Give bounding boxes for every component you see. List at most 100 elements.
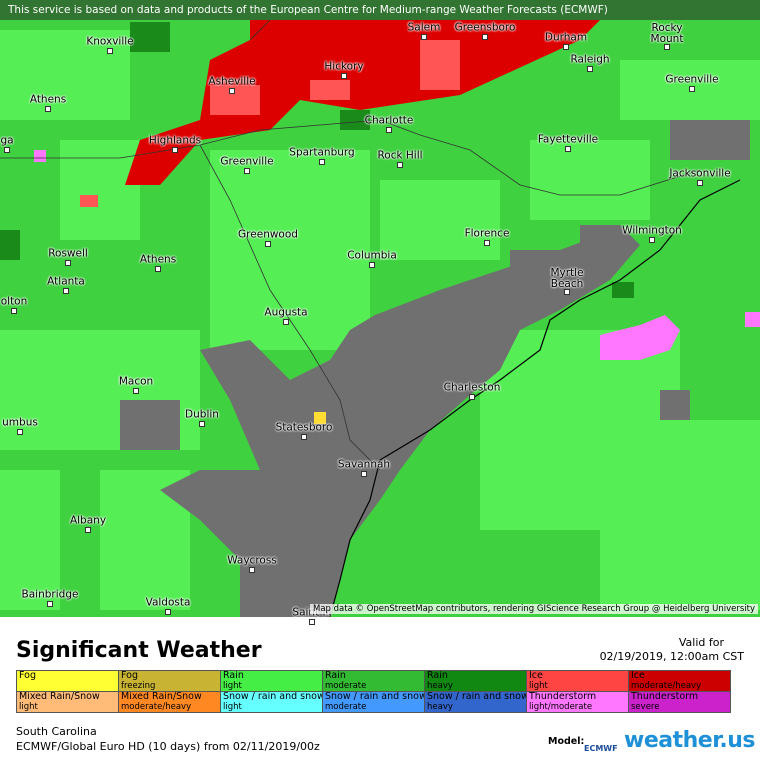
region: South Carolina: [16, 725, 97, 738]
city-dot: [265, 241, 271, 247]
city-label: Asheville: [208, 75, 256, 88]
city-label: Roswell: [48, 247, 88, 260]
legend-name: Mixed Rain/Snow: [19, 692, 100, 702]
legend-name: Rain: [325, 671, 346, 681]
no-precip-patches: [120, 120, 750, 450]
city-label: Spartanburg: [289, 146, 355, 159]
city-label: Knoxville: [86, 35, 134, 48]
valid-time: 02/19/2019, 12:00am CST: [599, 650, 744, 663]
city-label: Fayetteville: [537, 133, 599, 146]
legend-name: Ice: [631, 671, 645, 681]
legend-item: Snow / rain and snow moderate: [323, 692, 425, 713]
city-label: Salem: [407, 21, 441, 34]
legend-intensity: severe: [631, 702, 660, 712]
city-label: Columbia: [347, 249, 397, 262]
thunderstorm-patches: [34, 150, 760, 360]
city-dot: [649, 237, 655, 243]
city-label: Myrtle Beach: [550, 267, 584, 290]
city-label: Athens: [29, 93, 67, 106]
city-label: Greenville: [220, 155, 274, 168]
city-dot: [85, 527, 91, 533]
legend-name: Fog: [121, 671, 138, 681]
city-label: Charlotte: [364, 114, 414, 127]
city-label: Florence: [464, 227, 510, 240]
city-dot: [65, 260, 71, 266]
legend-item: Thunderstorm light/moderate: [527, 692, 629, 713]
legend-intensity: moderate: [325, 681, 367, 691]
city-dot: [587, 66, 593, 72]
city-label: Rock Hill: [377, 149, 423, 162]
rain-light-patches: [0, 30, 760, 610]
legend-name: Mixed Rain/Snow: [121, 692, 202, 702]
city-label: Macon: [118, 375, 154, 388]
city-dot: [697, 180, 703, 186]
legend-name: Snow / rain and snow: [325, 692, 425, 702]
city-label: Rocky Mount: [650, 22, 684, 45]
city-label: ga: [0, 134, 14, 147]
legend-item: Mixed Rain/Snow moderate/heavy: [119, 692, 221, 713]
city-label: umbus: [2, 416, 38, 429]
legend-item: Fog freezing: [119, 671, 221, 692]
legend-item: Snow / rain and snow heavy: [425, 692, 527, 713]
city-label: olton: [0, 295, 28, 308]
city-dot: [45, 106, 51, 112]
ice-area: [125, 20, 600, 185]
legend-item: Rain heavy: [425, 671, 527, 692]
legend-item: Mixed Rain/Snow light: [17, 692, 119, 713]
city-dot: [341, 73, 347, 79]
city-label: Greenville: [665, 73, 719, 86]
ice-light-patches: [80, 40, 460, 207]
legend-intensity: light: [19, 702, 38, 712]
legend-name: Snow / rain and snow: [427, 692, 527, 702]
notice-banner: This service is based on data and produc…: [0, 0, 760, 20]
city-label: Charleston: [443, 381, 501, 394]
weather-map: [0, 0, 760, 617]
legend-name: Snow / rain and snow: [223, 692, 323, 702]
city-label: Greensboro: [454, 21, 516, 34]
city-dot: [361, 471, 367, 477]
legend-title: Significant Weather: [16, 638, 262, 663]
city-label: Augusta: [264, 306, 308, 319]
city-label: Bainbridge: [21, 588, 79, 601]
model-logo: ECMWF: [584, 744, 618, 753]
legend-intensity: moderate: [325, 702, 367, 712]
legend-intensity: freezing: [121, 681, 156, 691]
city-dot: [229, 88, 235, 94]
city-dot: [369, 262, 375, 268]
city-dot: [155, 266, 161, 272]
city-label: Athens: [139, 253, 177, 266]
model-run: ECMWF/Global Euro HD (10 days) from 02/1…: [16, 740, 320, 753]
city-label: Waycross: [227, 554, 277, 567]
legend-name: Thunderstorm: [529, 692, 597, 702]
legend-intensity: heavy: [427, 702, 453, 712]
attribution: Map data © OpenStreetMap contributors, r…: [310, 604, 758, 614]
city-label: Albany: [69, 514, 107, 527]
legend-name: Rain: [427, 671, 448, 681]
city-dot: [482, 34, 488, 40]
city-dot: [301, 434, 307, 440]
city-label: Highlands: [148, 134, 202, 147]
city-dot: [484, 240, 490, 246]
legend-item: Ice moderate/heavy: [629, 671, 731, 692]
city-dot: [133, 388, 139, 394]
no-precip-area: [160, 225, 640, 617]
legend-item: Ice light: [527, 671, 629, 692]
city-dot: [319, 159, 325, 165]
city-dot: [397, 162, 403, 168]
city-label: Durham: [544, 31, 588, 44]
legend-name: Thunderstorm: [631, 692, 699, 702]
city-dot: [309, 619, 315, 625]
city-label: Atlanta: [47, 275, 85, 288]
legend-item: Fog: [17, 671, 119, 692]
legend: Fog Fog freezing Rain light Rain moderate Rain h…: [16, 670, 731, 713]
legend-item: Rain light: [221, 671, 323, 692]
city-dot: [63, 288, 69, 294]
city-label: Valdosta: [145, 596, 191, 609]
city-label: Statesboro: [275, 421, 333, 434]
city-dot: [17, 429, 23, 435]
city-label: Greenwood: [238, 228, 298, 241]
city-dot: [563, 44, 569, 50]
city-dot: [165, 609, 171, 615]
rain-heavy-patches: [0, 22, 634, 298]
